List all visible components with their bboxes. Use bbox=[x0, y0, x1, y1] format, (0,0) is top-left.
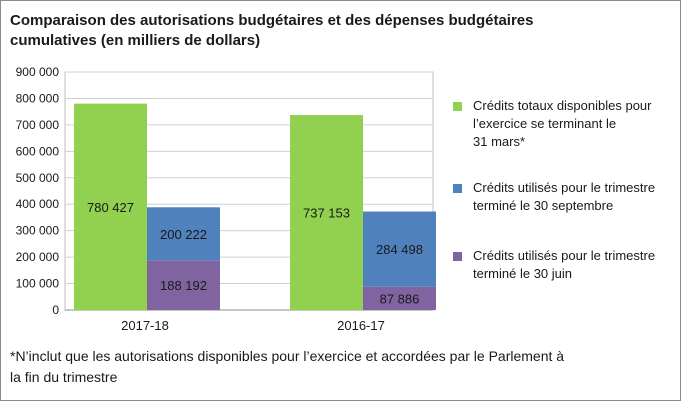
footnote-line-2: la fin du trimestre bbox=[10, 369, 118, 385]
y-tick-label: 800 000 bbox=[16, 91, 60, 105]
data-label-june-credits: 188 192 bbox=[160, 278, 207, 293]
legend-swatch-green bbox=[453, 102, 462, 111]
data-label-september-credits: 284 498 bbox=[376, 242, 423, 257]
bar-june-credits bbox=[147, 260, 220, 310]
legend-label-line: 31 mars* bbox=[473, 134, 526, 149]
legend-label-line: Crédits utilisés pour le trimestre bbox=[473, 180, 656, 195]
legend-label-line: terminé le 30 septembre bbox=[473, 198, 614, 213]
chart-footnote: *N’inclut que les autorisations disponib… bbox=[10, 346, 675, 388]
legend-swatch-blue bbox=[453, 184, 462, 193]
bar-september-credits bbox=[363, 211, 436, 287]
y-tick-label: 100 000 bbox=[16, 277, 60, 291]
x-category-label: 2017-18 bbox=[121, 318, 169, 333]
y-tick-label: 700 000 bbox=[16, 118, 60, 132]
y-tick-label: 400 000 bbox=[16, 197, 60, 211]
y-tick-label: 200 000 bbox=[16, 250, 60, 264]
y-tick-label: 500 000 bbox=[16, 171, 60, 185]
chart-title-line-2: cumulatives (en milliers de dollars) bbox=[10, 32, 261, 49]
chart-title: Comparaison des autorisations budgétaire… bbox=[10, 11, 570, 51]
data-label-total-credits: 780 427 bbox=[87, 200, 134, 215]
chart-title-line-1: Comparaison des autorisations budgétaire… bbox=[10, 12, 534, 29]
bar-september-credits bbox=[147, 207, 220, 261]
data-label-june-credits: 87 886 bbox=[380, 291, 420, 306]
legend-label-line: Crédits utilisés pour le trimestre bbox=[473, 248, 656, 263]
y-tick-label: 900 000 bbox=[16, 65, 60, 79]
bar-total-credits bbox=[74, 103, 147, 310]
legend-label-line: terminé le 30 juin bbox=[473, 266, 572, 281]
bar-june-credits bbox=[363, 286, 436, 310]
legend-swatch-purple bbox=[453, 252, 462, 261]
bar-total-credits bbox=[290, 115, 363, 310]
footnote-line-1: *N’inclut que les autorisations disponib… bbox=[10, 348, 565, 364]
y-tick-label: 0 bbox=[52, 303, 59, 317]
legend-label-line: l’exercice se terminant le bbox=[473, 116, 617, 131]
y-tick-label: 300 000 bbox=[16, 224, 60, 238]
y-tick-label: 600 000 bbox=[16, 144, 60, 158]
data-label-total-credits: 737 153 bbox=[303, 206, 350, 221]
x-category-label: 2016-17 bbox=[337, 318, 385, 333]
legend-label-line: Crédits totaux disponibles pour bbox=[473, 98, 652, 113]
data-label-september-credits: 200 222 bbox=[160, 227, 207, 242]
